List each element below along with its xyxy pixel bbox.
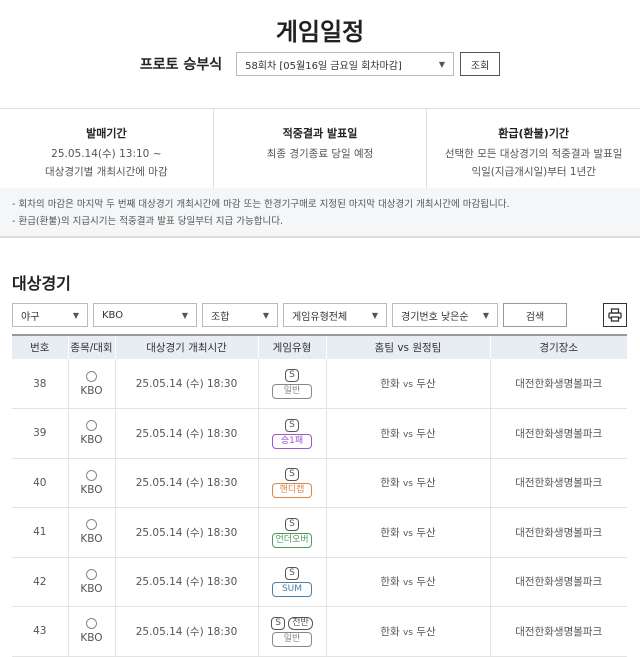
game-type: S 핸디캡 <box>258 458 327 508</box>
half-badge: 전반 <box>288 616 313 630</box>
baseball-icon <box>86 519 97 531</box>
teams: 한화 vs 두산 <box>326 507 491 558</box>
game-time: 25.05.14 (수) 18:30 <box>115 606 259 657</box>
game-number: 40 <box>12 458 69 508</box>
game-time: 25.05.14 (수) 18:30 <box>115 507 259 558</box>
result-date: 적중결과 발표일 최종 경기종료 당일 예정 <box>214 109 428 188</box>
type-badge: 일반 <box>272 631 312 647</box>
chevron-down-icon: ▼ <box>371 310 378 320</box>
sale-period: 발매기간 25.05.14(수) 13:10 ~ 대상경기별 개최시간에 마감 <box>0 109 214 188</box>
col-header: 게임유형 <box>258 335 327 359</box>
venue: 대전한화생명볼파크 <box>490 458 627 508</box>
game-number: 41 <box>12 507 69 558</box>
note: - 환급(환불)의 지급시기는 적중결과 발표 당일부터 지급 가능합니다. <box>12 216 283 227</box>
s-badge: S <box>285 567 299 581</box>
combo-select[interactable]: 조합 ▼ <box>202 303 278 327</box>
print-button[interactable] <box>603 303 627 327</box>
game-type-select[interactable]: 게임유형전체 ▼ <box>283 303 387 327</box>
table-row[interactable]: 40 KBO 25.05.14 (수) 18:30 S 핸디캡 한화 vs 두산 … <box>12 458 627 508</box>
col-header: 종목/대회 <box>68 335 116 359</box>
type-badge: SUM <box>272 582 312 598</box>
round-value: 58회차 [05월16일 금요일 회차마감] <box>245 60 402 72</box>
baseball-icon <box>86 618 97 630</box>
page-title: 게임일정 <box>275 18 365 46</box>
league: KBO <box>68 458 116 508</box>
game-time: 25.05.14 (수) 18:30 <box>115 359 259 409</box>
round-select[interactable]: 58회차 [05월16일 금요일 회차마감] ▼ <box>236 52 455 76</box>
league: KBO <box>68 557 116 607</box>
league: KBO <box>68 606 116 657</box>
game-number: 43 <box>12 606 69 657</box>
league: KBO <box>68 359 116 409</box>
league: KBO <box>68 507 116 558</box>
venue: 대전한화생명볼파크 <box>490 557 627 607</box>
section-title: 대상경기 <box>12 274 71 293</box>
search-button[interactable]: 검색 <box>503 303 567 327</box>
round-selector-row: 프로토 승부식 58회차 [05월16일 금요일 회차마감] ▼ 조회 <box>0 52 640 76</box>
chevron-down-icon: ▼ <box>438 59 446 69</box>
game-number: 39 <box>12 408 69 459</box>
sport-select[interactable]: 야구 ▼ <box>12 303 88 327</box>
col-header: 번호 <box>12 335 69 359</box>
type-badge: 일반 <box>272 384 312 399</box>
chevron-down-icon: ▼ <box>262 310 269 320</box>
filters: 야구 ▼ KBO ▼ 조합 ▼ 게임유형전체 ▼ 경기번호 낮은순 ▼ 검색 <box>12 303 567 327</box>
type-badge: 언더오버 <box>272 532 312 548</box>
teams: 한화 vs 두산 <box>326 408 491 459</box>
game-label: 프로토 승부식 <box>139 57 223 73</box>
table-row[interactable]: 43 KBO 25.05.14 (수) 18:30 S 전반 일반 한화 vs 두… <box>12 606 627 657</box>
note: - 회차의 마감은 마지막 두 번째 대상경기 개최시간에 마감 또는 한경기구… <box>12 199 510 210</box>
table-row[interactable]: 41 KBO 25.05.14 (수) 18:30 S 언더오버 한화 vs 두산… <box>12 507 627 558</box>
chevron-down-icon: ▼ <box>72 310 79 320</box>
teams: 한화 vs 두산 <box>326 606 491 657</box>
game-number: 38 <box>12 359 69 409</box>
game-type: S 언더오버 <box>258 507 327 558</box>
s-badge: S <box>285 517 299 531</box>
game-time: 25.05.14 (수) 18:30 <box>115 408 259 459</box>
type-badge: 승1패 <box>272 433 312 449</box>
col-header: 홈팀 vs 원정팀 <box>326 335 491 359</box>
league: KBO <box>68 408 116 459</box>
teams: 한화 vs 두산 <box>326 557 491 607</box>
teams: 한화 vs 두산 <box>326 359 491 409</box>
game-time: 25.05.14 (수) 18:30 <box>115 458 259 508</box>
col-header: 대상경기 개최시간 <box>115 335 259 359</box>
chevron-down-icon: ▼ <box>482 310 489 320</box>
game-type: S 승1패 <box>258 408 327 459</box>
chevron-down-icon: ▼ <box>181 310 188 320</box>
s-badge: S <box>285 369 299 382</box>
printer-icon <box>608 308 622 322</box>
teams: 한화 vs 두산 <box>326 458 491 508</box>
venue: 대전한화생명볼파크 <box>490 606 627 657</box>
s-badge: S <box>271 616 285 630</box>
s-badge: S <box>285 418 299 432</box>
sort-select[interactable]: 경기번호 낮은순 ▼ <box>392 303 498 327</box>
info-panel: 발매기간 25.05.14(수) 13:10 ~ 대상경기별 개최시간에 마감 적중… <box>0 108 640 188</box>
table-row[interactable]: 42 KBO 25.05.14 (수) 18:30 S SUM 한화 vs 두산 … <box>12 557 627 607</box>
venue: 대전한화생명볼파크 <box>490 359 627 409</box>
baseball-icon <box>86 568 97 580</box>
col-header: 경기장소 <box>490 335 627 359</box>
game-type: S 일반 <box>258 359 327 409</box>
game-type: S SUM <box>258 557 327 607</box>
type-badge: 핸디캡 <box>272 483 312 499</box>
table-row[interactable]: 38 KBO 25.05.14 (수) 18:30 S 일반 한화 vs 두산 대… <box>12 359 627 409</box>
game-number: 42 <box>12 557 69 607</box>
refund-period: 환급(환불)기간 선택한 모든 대상경기의 적중결과 발표일 익일(지급개시일)부터… <box>444 127 623 178</box>
venue: 대전한화생명볼파크 <box>490 507 627 558</box>
game-time: 25.05.14 (수) 18:30 <box>115 557 259 607</box>
baseball-icon <box>86 370 97 382</box>
table-row[interactable]: 39 KBO 25.05.14 (수) 18:30 S 승1패 한화 vs 두산 … <box>12 408 627 459</box>
venue: 대전한화생명볼파크 <box>490 408 627 459</box>
game-type: S 전반 일반 <box>258 606 327 657</box>
games-table: 번호 종목/대회 대상경기 개최시간 게임유형 홈팀 vs 원정팀 경기장소 3… <box>12 334 627 657</box>
league-select[interactable]: KBO ▼ <box>93 303 197 327</box>
notes: - 회차의 마감은 마지막 두 번째 대상경기 개최시간에 마감 또는 한경기구… <box>0 188 640 238</box>
s-badge: S <box>285 468 299 482</box>
lookup-button[interactable]: 조회 <box>460 52 501 76</box>
baseball-icon <box>86 469 97 481</box>
baseball-icon <box>86 420 97 432</box>
